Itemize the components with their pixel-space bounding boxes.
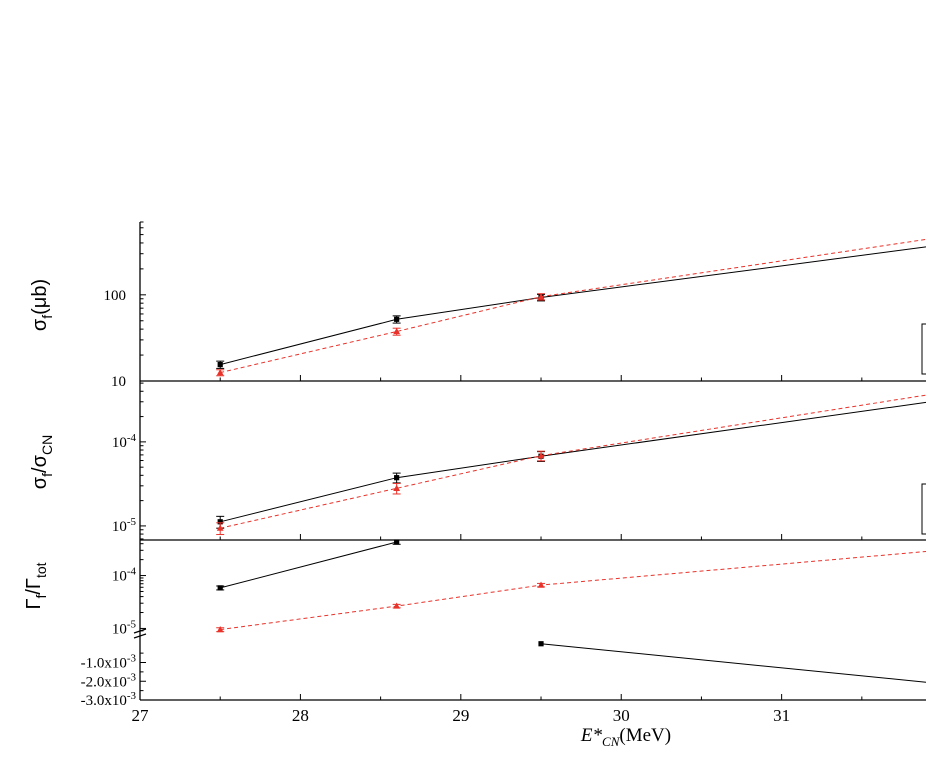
tick-exponent: -5 [127,516,137,528]
y-tick-label: -2.0x10-3 [81,671,137,690]
y-tick-label: 10-4 [112,566,137,585]
x-axis: 27 28 29 30 31 E*CN(MeV) [132,375,863,749]
tick-exponent: -4 [127,432,137,444]
data-point-square [394,475,400,481]
y-tick-label: 10 [111,374,126,390]
x-tick-label: 30 [613,706,630,725]
data-point-square [394,316,400,322]
data-point-triangle [393,602,401,609]
y-axis-title: σf/σCN [29,435,55,489]
x-tick-label: 28 [292,706,309,725]
panel-frames [133,222,926,701]
y-title-rest: (μb) [29,279,51,315]
series-line-dashed [220,394,926,529]
data-point-triangle [216,524,224,531]
y-title-main: σ [29,318,51,331]
series-line-dashed [220,238,926,374]
x-tick-label: 29 [452,706,469,725]
tick-base: -2.0x10 [81,674,127,690]
series-line-dashed [220,551,926,631]
break-mark [133,633,147,639]
tick-exponent: -3 [127,671,137,683]
y-tick-label: -1.0x10-3 [81,653,137,672]
series-line-solid [540,643,926,683]
data-point-square [538,641,544,647]
tick-exponent: -3 [127,690,137,702]
y-axis-title: Γf/Γtot [23,562,49,609]
tick-exponent: -4 [127,566,137,578]
x-title-rest: (MeV) [619,725,671,746]
y-tick-label: 10-4 [112,432,137,451]
panel-cross-section-ratio: 10-510-4σf/σCN [29,382,926,540]
legend-box-edge [921,483,926,535]
tick-exponent: -5 [127,618,137,630]
data-point-square [394,539,400,545]
tick-base: 10 [112,569,127,585]
y-title-main: σ [29,476,51,489]
x-title-sub: CN [602,734,621,749]
data-point-triangle [537,293,545,300]
data-point-triangle [216,369,224,376]
data-point-triangle [216,626,224,633]
data-point-square [217,519,223,525]
y-title-sub: CN [39,435,55,455]
series-line-solid [220,541,397,589]
y-tick-label: 100 [104,288,127,304]
tick-base: 10 [112,519,127,535]
panel-fission-cross-section: 10 100 σf(μb) [29,221,926,390]
x-tick-label: 31 [773,706,790,725]
y-title-rest: /Γ [23,578,45,595]
tick-base: 10 [112,435,127,451]
y-tick-label: 10-5 [112,516,137,535]
series-line-solid [220,246,926,366]
y-title-sub: f [39,315,55,319]
y-title-sub: f [39,473,55,477]
y-title-sub: tot [33,562,49,578]
tick-base: -3.0x10 [81,693,127,709]
y-title-main: Γ [23,599,45,610]
data-point-square [217,361,223,368]
y-title-sub: f [33,595,49,599]
x-title-main: E* [580,725,603,746]
legend-box-edges [921,323,926,535]
x-axis-title: E*CN(MeV) [580,725,671,749]
series-line-solid [220,401,926,523]
data-point-triangle [537,452,545,459]
data-point-triangle [537,581,545,588]
data-point-square [217,585,223,591]
data-point-triangle [393,327,401,335]
data-point-triangle [393,484,401,491]
panel-width-ratio: 10-510-4-1.0x10-3-2.0x10-3-3.0x10-3Γf/Γt… [23,539,926,709]
legend-box-edge [921,323,926,375]
y-title-rest: /σ [29,454,51,473]
tick-base: -1.0x10 [81,656,127,672]
y-tick-label: -3.0x10-3 [81,690,137,709]
x-tick-label: 27 [132,706,150,725]
y-tick-label: 10-5 [112,618,137,637]
tick-exponent: -3 [127,653,137,665]
y-axis-title: σf(μb) [29,279,55,331]
tick-base: 10 [112,621,127,637]
